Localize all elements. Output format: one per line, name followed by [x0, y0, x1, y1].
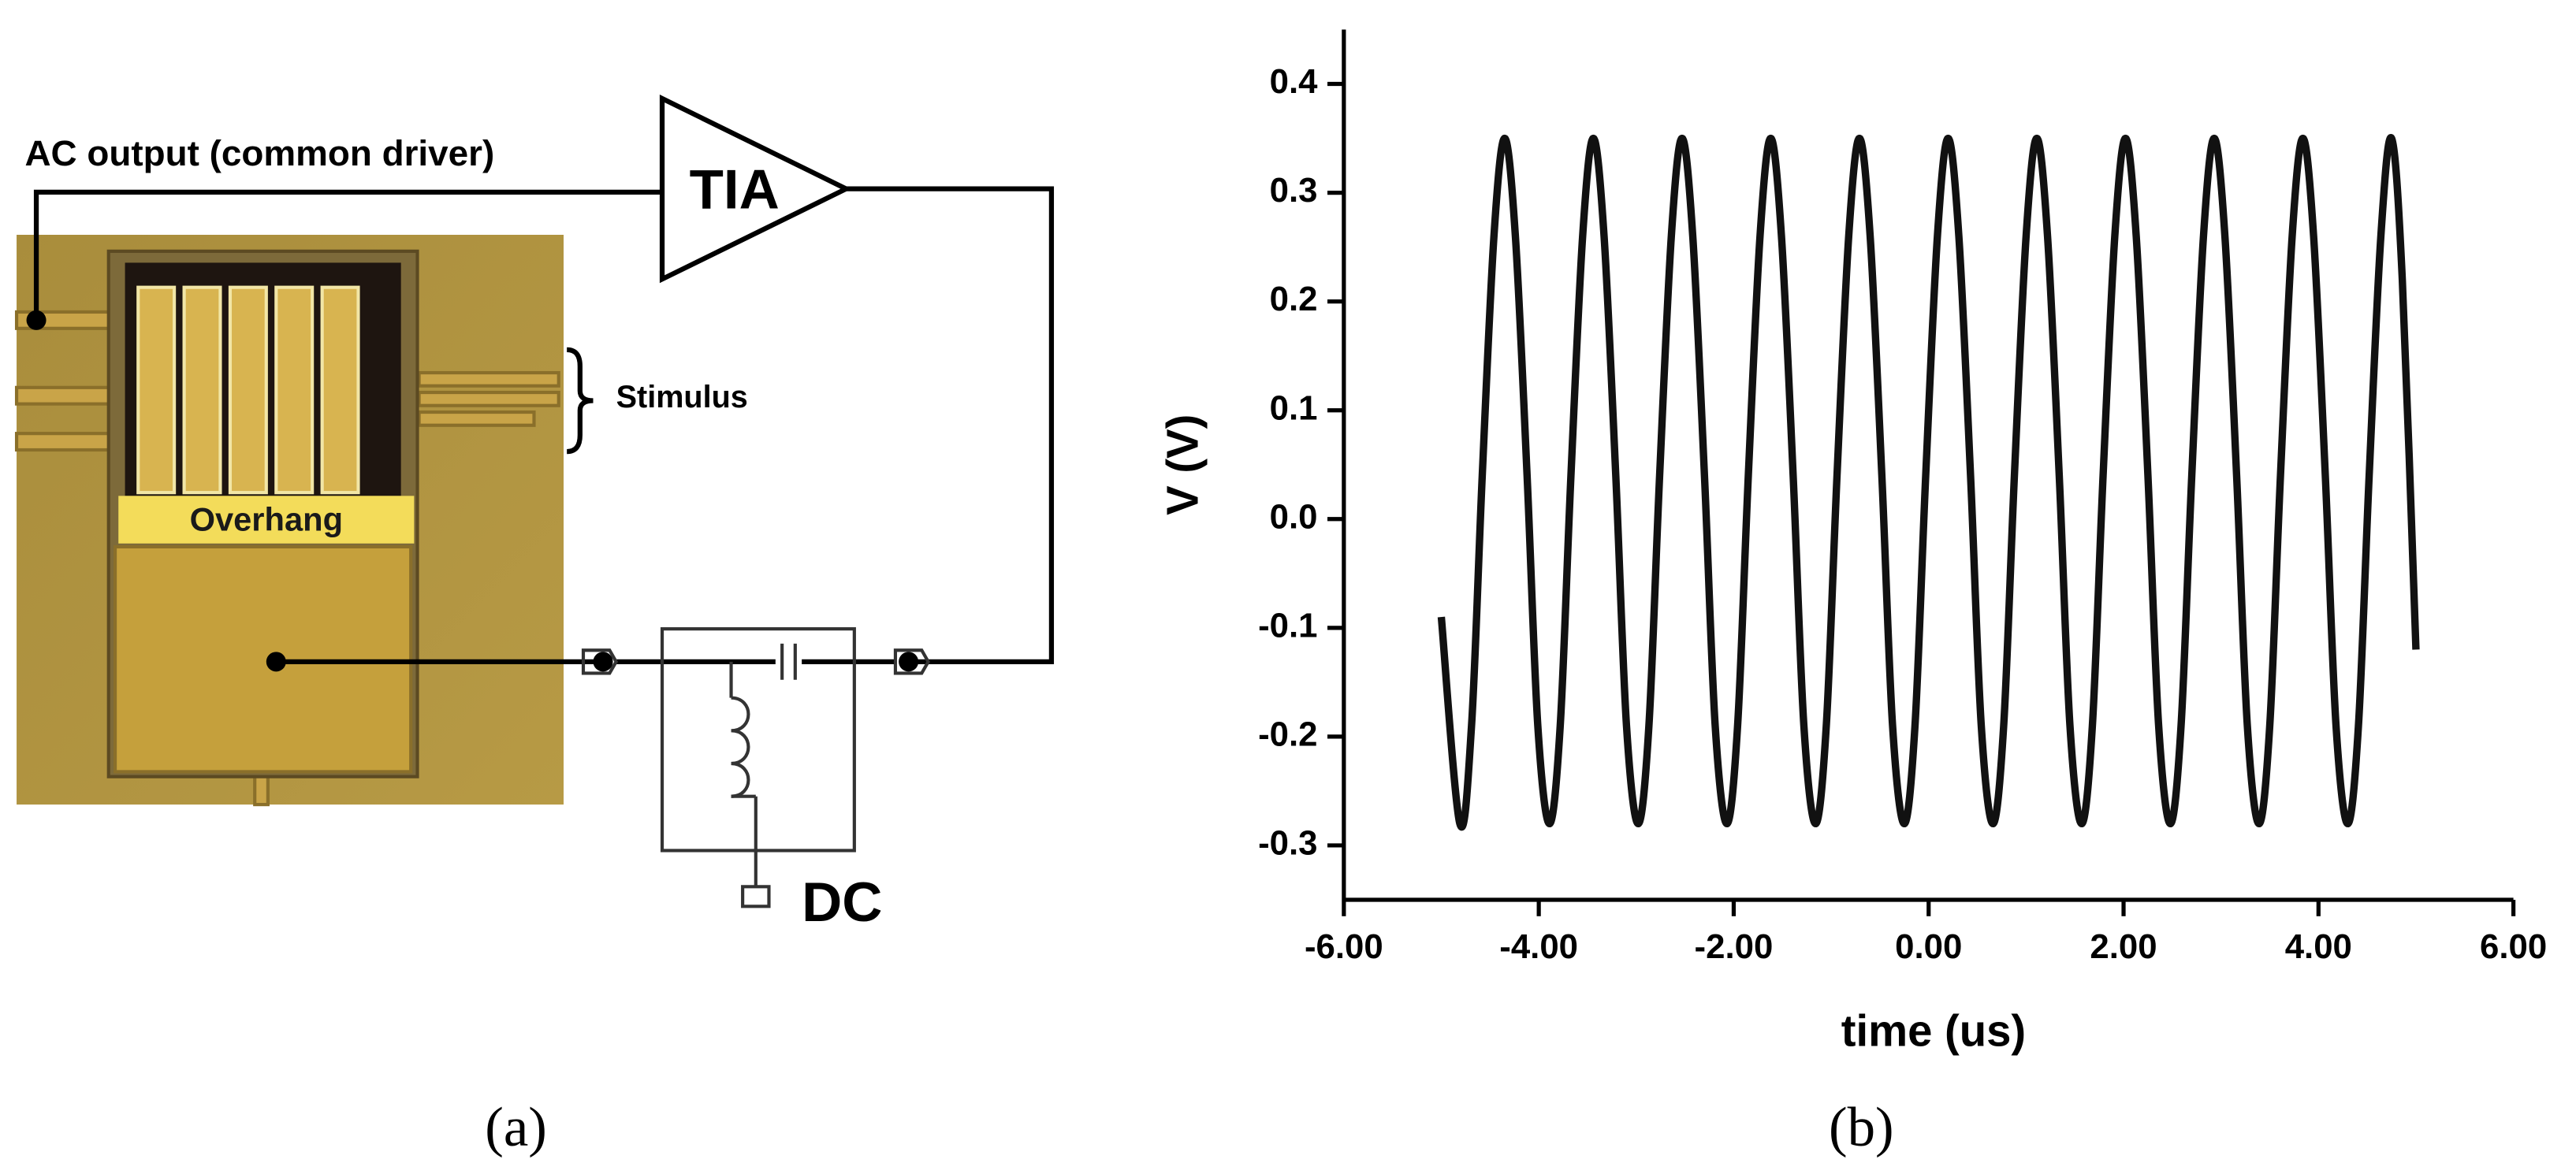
ac-output-label: AC output (common driver)	[24, 133, 494, 173]
x-tick-label: 2.00	[2090, 927, 2157, 966]
node	[266, 652, 286, 672]
tia-label: TIA	[690, 159, 780, 221]
bias-tee	[660, 627, 856, 853]
node	[26, 310, 47, 330]
panel-a: Overhang AC output (common driver) TIA S…	[14, 95, 1055, 1158]
wires	[33, 186, 1055, 664]
x-tick-label: 4.00	[2285, 927, 2352, 966]
x-tick-label: -2.00	[1695, 927, 1774, 966]
node	[593, 652, 613, 672]
caption: (b)	[1829, 1097, 1894, 1158]
caption: (a)	[485, 1097, 547, 1158]
y-axis-label: V (V)	[1158, 414, 1208, 515]
dc-label: DC	[802, 871, 882, 934]
data-line	[1437, 133, 2420, 831]
y-tick-label: -0.2	[1258, 715, 1317, 753]
bias-tee-parts	[581, 643, 931, 908]
x-axis-label: time (us)	[1841, 1006, 2026, 1056]
y-tick-label: 0.0	[1270, 497, 1318, 536]
x-tick-label: -4.00	[1499, 927, 1578, 966]
stimulus-label: Stimulus	[616, 380, 748, 414]
overhang-label: Overhang	[190, 501, 343, 538]
tia-amplifier	[659, 95, 852, 284]
node	[899, 652, 919, 672]
x-tick-label: -6.00	[1305, 927, 1383, 966]
y-tick-label: -0.3	[1258, 824, 1317, 863]
y-tick-label: -0.1	[1258, 606, 1317, 645]
panel-b: (b) time (us) V (V) -0.3 -0.2 -0.1 0.0 0.1 0.…	[1158, 29, 2547, 1158]
brace	[566, 347, 594, 455]
overhang-bar	[118, 496, 415, 544]
y-tick-label: 0.3	[1270, 171, 1318, 210]
lower-pad	[114, 544, 413, 774]
y-tick-label: 0.1	[1270, 388, 1318, 427]
x-tick-label: 6.00	[2480, 927, 2547, 966]
y-tick-label: 0.2	[1270, 280, 1318, 318]
x-tick-label: 0.00	[1895, 927, 1962, 966]
fingers	[136, 285, 360, 495]
y-tick-label: 0.4	[1270, 62, 1318, 101]
